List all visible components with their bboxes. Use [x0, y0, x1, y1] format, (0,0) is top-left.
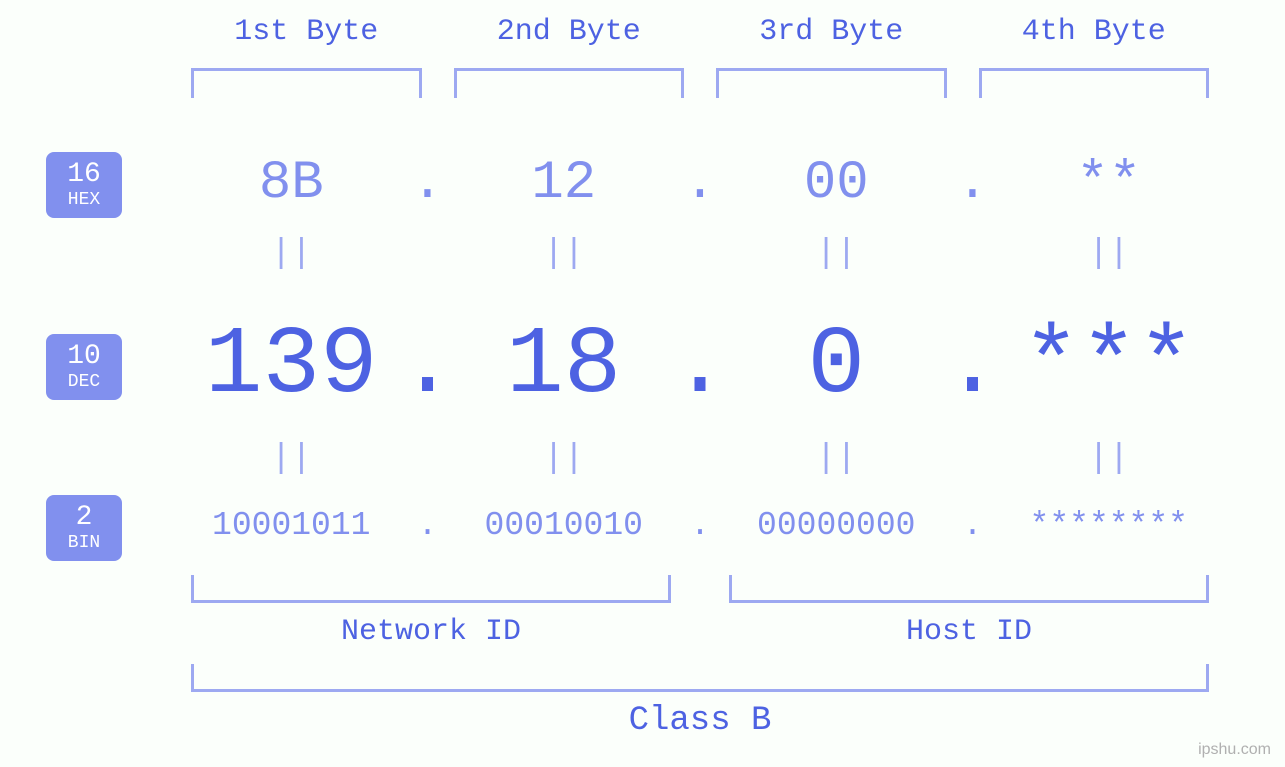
equals-row-2: || || || || [175, 440, 1225, 478]
base-badge-dec: 10 DEC [46, 334, 122, 400]
row-bin: 10001011 . 00010010 . 00000000 . *******… [175, 490, 1225, 560]
equals-icon: || [993, 440, 1226, 478]
bracket-host-id [729, 575, 1209, 603]
bin-byte-4: ******** [1030, 507, 1188, 544]
base-badge-bin: 2 BIN [46, 495, 122, 561]
bracket-byte-2 [454, 68, 685, 98]
badge-bin-num: 2 [76, 503, 93, 534]
byte-headers: 1st Byte 2nd Byte 3rd Byte 4th Byte [175, 15, 1225, 49]
byte-header-4: 4th Byte [963, 15, 1226, 49]
dec-byte-4: *** [1022, 311, 1195, 420]
byte-header-1: 1st Byte [175, 15, 438, 49]
class-label: Class B [175, 702, 1225, 740]
badge-hex-label: HEX [68, 191, 100, 211]
badge-dec-num: 10 [67, 342, 101, 373]
dot: . [411, 153, 443, 214]
dot: . [690, 507, 710, 544]
equals-row-1: || || || || [175, 235, 1225, 273]
equals-icon: || [993, 235, 1226, 273]
row-hex: 8B . 12 . 00 . ** [175, 148, 1225, 218]
network-id-label: Network ID [191, 615, 671, 649]
hex-byte-2: 12 [531, 153, 596, 214]
bin-byte-1: 10001011 [212, 507, 370, 544]
equals-icon: || [448, 235, 681, 273]
bracket-byte-4 [979, 68, 1210, 98]
dot: . [684, 153, 716, 214]
equals-icon: || [175, 235, 408, 273]
dot: . [963, 507, 983, 544]
base-badge-hex: 16 HEX [46, 152, 122, 218]
dec-byte-1: 139 [205, 311, 378, 420]
badge-bin-label: BIN [68, 534, 100, 554]
hex-byte-1: 8B [259, 153, 324, 214]
hex-byte-3: 00 [804, 153, 869, 214]
badge-dec-label: DEC [68, 373, 100, 393]
badge-hex-num: 16 [67, 160, 101, 191]
row-dec: 139 . 18 . 0 . *** [175, 305, 1225, 425]
watermark: ipshu.com [1198, 741, 1271, 759]
dec-byte-3: 0 [807, 311, 865, 420]
bin-byte-3: 00000000 [757, 507, 915, 544]
dec-byte-2: 18 [506, 311, 621, 420]
dot: . [418, 507, 438, 544]
bracket-byte-1 [191, 68, 422, 98]
byte-header-3: 3rd Byte [700, 15, 963, 49]
byte-header-2: 2nd Byte [438, 15, 701, 49]
id-brackets [175, 575, 1225, 603]
bracket-class [191, 664, 1209, 692]
host-id-label: Host ID [729, 615, 1209, 649]
hex-byte-4: ** [1076, 153, 1141, 214]
dot: . [956, 153, 988, 214]
bracket-network-id [191, 575, 671, 603]
equals-icon: || [175, 440, 408, 478]
top-brackets [175, 68, 1225, 98]
equals-icon: || [720, 235, 953, 273]
bracket-byte-3 [716, 68, 947, 98]
equals-icon: || [448, 440, 681, 478]
id-labels: Network ID Host ID [175, 615, 1225, 649]
bin-byte-2: 00010010 [485, 507, 643, 544]
equals-icon: || [720, 440, 953, 478]
